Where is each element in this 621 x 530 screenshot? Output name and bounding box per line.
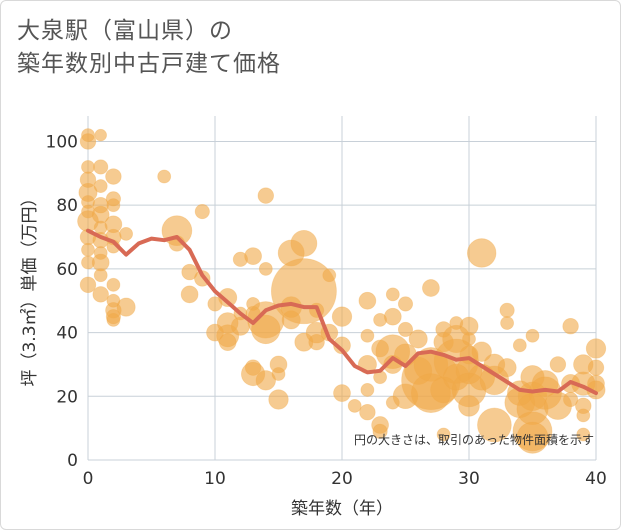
y-tick-label: 60 bbox=[56, 260, 78, 280]
bubble-point bbox=[397, 321, 414, 337]
bubble-point bbox=[93, 179, 108, 193]
bubble-point bbox=[562, 318, 579, 335]
bubble-point bbox=[436, 427, 451, 442]
bubble-point bbox=[360, 328, 375, 343]
bubble-point bbox=[397, 296, 414, 312]
bubble-point bbox=[92, 286, 109, 303]
bubble-point bbox=[477, 407, 512, 443]
bubble-point bbox=[525, 328, 540, 343]
bubble-point bbox=[347, 398, 362, 413]
x-axis-label: 築年数（年） bbox=[291, 499, 393, 519]
bubble-point bbox=[180, 285, 199, 304]
bubble-point bbox=[516, 421, 549, 454]
bubble-point bbox=[331, 306, 353, 327]
bubble-point bbox=[576, 427, 591, 442]
y-tick-label: 40 bbox=[56, 324, 78, 344]
bubble-point bbox=[471, 341, 492, 362]
chart-title-line2: 築年数別中古戸建て価格 bbox=[17, 51, 281, 77]
y-tick-label: 80 bbox=[56, 196, 78, 216]
bubble-point bbox=[218, 288, 238, 308]
bubble-point bbox=[408, 329, 428, 349]
chart-title-line1: 大泉駅（富山県）の bbox=[17, 18, 233, 44]
x-tick-label: 40 bbox=[585, 469, 607, 489]
bubble-point bbox=[549, 356, 567, 373]
bubble-point bbox=[116, 297, 136, 317]
average-line-series bbox=[86, 228, 598, 396]
bubble-point bbox=[385, 287, 400, 302]
bubble-point bbox=[512, 338, 527, 353]
bubble-point bbox=[359, 404, 376, 421]
bubble-point bbox=[258, 261, 273, 276]
bubble-point bbox=[587, 359, 605, 376]
y-axis-label: 坪（3.3㎡）単価（万円） bbox=[20, 189, 40, 386]
bubble-point bbox=[93, 159, 109, 175]
bubble-point bbox=[81, 242, 95, 257]
bubble-point bbox=[422, 279, 440, 297]
bubble-point bbox=[372, 423, 388, 439]
bubble-point bbox=[94, 128, 107, 142]
y-tick-label: 20 bbox=[56, 387, 78, 407]
axis-ticks: 0 10 20 30 40 0 20 40 60 80 100 bbox=[46, 132, 607, 489]
bubble-point bbox=[271, 367, 286, 381]
x-tick-label: 20 bbox=[331, 469, 353, 489]
bubble-point bbox=[308, 333, 325, 351]
bubble-point bbox=[500, 316, 515, 330]
bubble-point bbox=[244, 247, 262, 265]
bubble-point bbox=[499, 302, 515, 318]
bubble-point bbox=[497, 358, 517, 378]
bubble-point bbox=[218, 333, 237, 351]
bubble-point bbox=[105, 168, 122, 185]
chart-title: 大泉駅（富山県）の 築年数別中古戸建て価格 bbox=[17, 15, 281, 81]
bubble-point bbox=[257, 187, 275, 204]
bubble-point bbox=[333, 384, 351, 402]
bubble-point bbox=[290, 230, 318, 257]
average-line bbox=[86, 228, 598, 396]
bubble-point bbox=[194, 204, 210, 220]
bubble-point bbox=[251, 314, 281, 345]
y-tick-label: 0 bbox=[67, 451, 78, 471]
y-tick-label: 100 bbox=[46, 132, 78, 152]
bubble-point bbox=[119, 226, 133, 241]
bubble-point bbox=[157, 169, 172, 184]
bubble-size-note: 円の大きさは、取引のあった物件面積を示す bbox=[354, 432, 594, 447]
bubble-point bbox=[106, 277, 121, 292]
bubble-point bbox=[458, 395, 480, 417]
x-tick-label: 0 bbox=[83, 469, 94, 489]
bubble-point bbox=[576, 408, 591, 423]
bubble-series bbox=[77, 128, 607, 454]
bubble-point bbox=[106, 312, 121, 327]
bubble-point bbox=[563, 391, 579, 408]
bubble-point bbox=[358, 291, 377, 310]
x-tick-label: 30 bbox=[458, 469, 480, 489]
bubble-point bbox=[93, 268, 108, 283]
bubble-point bbox=[79, 276, 97, 294]
bubble-point bbox=[383, 307, 402, 326]
bubble-point bbox=[79, 133, 97, 150]
bubble-point bbox=[462, 332, 476, 346]
bubble-point bbox=[322, 268, 337, 283]
bubble-point bbox=[360, 383, 375, 397]
bubble-point bbox=[255, 370, 276, 391]
bubble-point bbox=[467, 238, 497, 268]
bubble-point bbox=[268, 389, 289, 410]
bubble-point bbox=[106, 198, 121, 213]
bubble-point bbox=[181, 263, 198, 281]
x-tick-label: 10 bbox=[204, 469, 226, 489]
bubble-point bbox=[270, 258, 337, 325]
bubble-point bbox=[585, 338, 607, 359]
